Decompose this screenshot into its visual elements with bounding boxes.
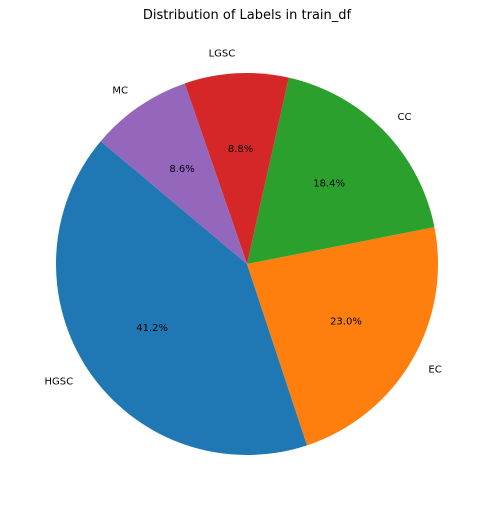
pie-percent-label-hgsc: 41.2% xyxy=(136,323,168,334)
pie-category-label-ec: EC xyxy=(428,364,441,375)
pie-percent-label-mc: 8.6% xyxy=(169,164,194,175)
pie-percent-label-cc: 18.4% xyxy=(313,179,345,190)
pie-slice-hgsc xyxy=(56,141,308,455)
pie-slice-ec xyxy=(247,227,439,446)
pie-percent-label-lgsc: 8.8% xyxy=(228,144,253,155)
pie-slice-mc xyxy=(100,83,247,265)
pie-slice-lgsc xyxy=(184,73,289,265)
pie-slice-cc xyxy=(247,77,435,264)
pie-percent-label-ec: 23.0% xyxy=(330,316,362,327)
pie-labels: 41.2% HGSC 23.0% EC 18.4% CC 8.8% LGSC 8.6% MC xyxy=(45,49,442,388)
pie-category-label-hgsc: HGSC xyxy=(45,376,74,387)
chart-title: Distribution of Labels in train_df xyxy=(143,8,352,23)
pie-category-label-lgsc: LGSC xyxy=(209,49,236,60)
pie-slices xyxy=(56,73,439,455)
pie-category-label-cc: CC xyxy=(398,112,412,123)
pie-category-label-mc: MC xyxy=(112,85,128,96)
